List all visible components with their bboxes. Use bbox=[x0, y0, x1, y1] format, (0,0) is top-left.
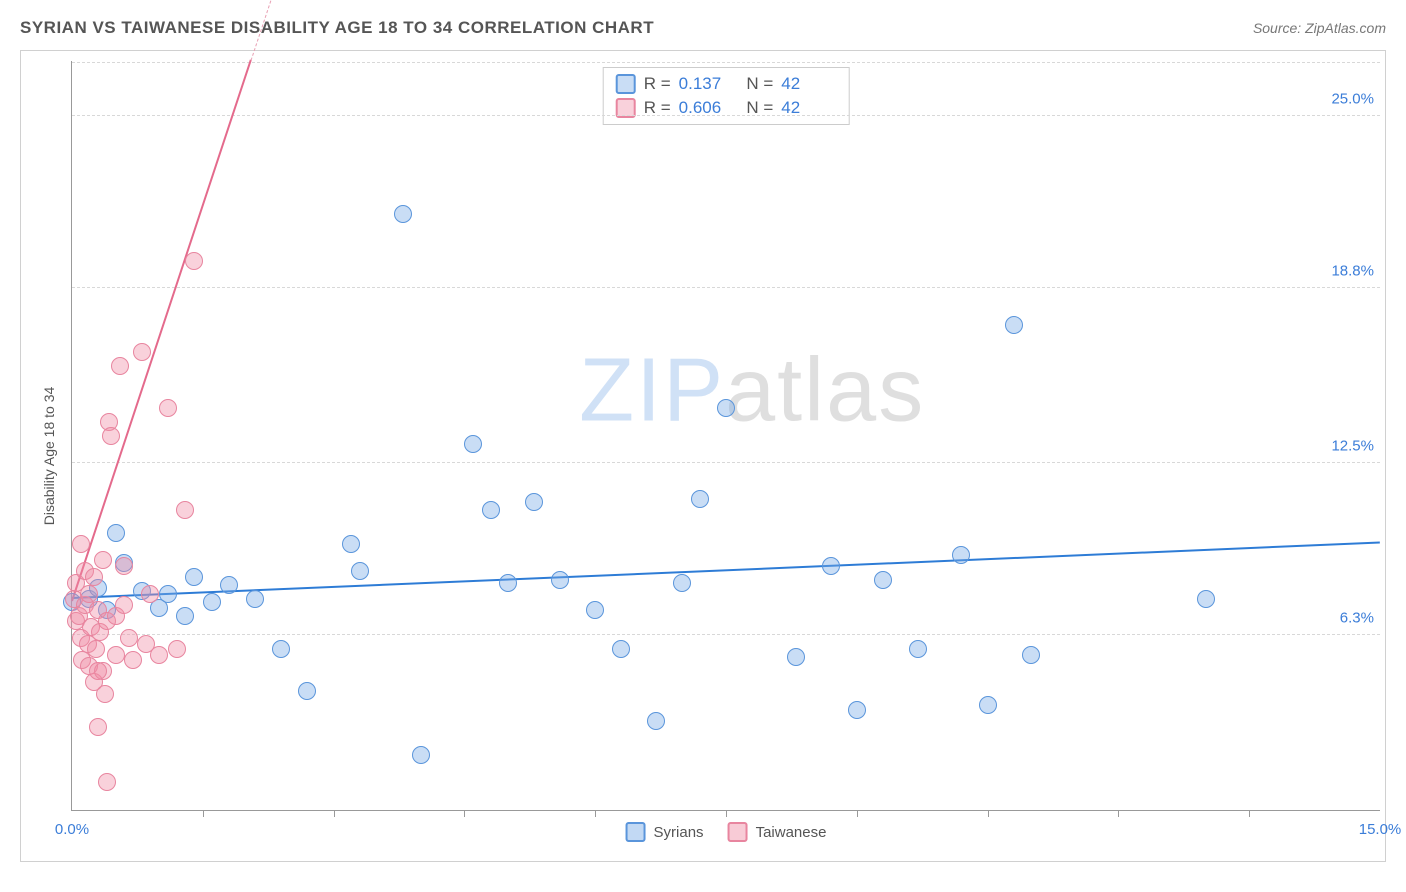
x-tick bbox=[334, 810, 335, 817]
data-point bbox=[102, 427, 120, 445]
data-point bbox=[185, 568, 203, 586]
data-point bbox=[168, 640, 186, 658]
data-point bbox=[848, 701, 866, 719]
chart-container: Disability Age 18 to 34 ZIPatlas R = 0.13… bbox=[20, 50, 1386, 862]
data-point bbox=[979, 696, 997, 714]
trend-line bbox=[72, 542, 1380, 599]
data-point bbox=[85, 568, 103, 586]
data-point bbox=[176, 501, 194, 519]
stats-row: R = 0.137 N = 42 bbox=[616, 72, 837, 96]
x-tick bbox=[1118, 810, 1119, 817]
data-point bbox=[647, 712, 665, 730]
data-point bbox=[87, 640, 105, 658]
series-legend: Syrians Taiwanese bbox=[626, 822, 827, 842]
data-point bbox=[394, 205, 412, 223]
data-point bbox=[246, 590, 264, 608]
series-swatch bbox=[616, 74, 636, 94]
y-axis-label: Disability Age 18 to 34 bbox=[41, 106, 61, 806]
data-point bbox=[159, 399, 177, 417]
legend-item: Taiwanese bbox=[728, 822, 827, 842]
data-point bbox=[159, 585, 177, 603]
gridline bbox=[72, 115, 1380, 116]
x-tick bbox=[203, 810, 204, 817]
data-point bbox=[124, 651, 142, 669]
legend-label: Taiwanese bbox=[756, 824, 827, 841]
data-point bbox=[98, 773, 116, 791]
legend-item: Syrians bbox=[626, 822, 704, 842]
data-point bbox=[412, 746, 430, 764]
data-point bbox=[586, 601, 604, 619]
data-point bbox=[150, 646, 168, 664]
source-attribution: Source: ZipAtlas.com bbox=[1253, 20, 1386, 36]
x-tick bbox=[595, 810, 596, 817]
data-point bbox=[89, 718, 107, 736]
x-tick bbox=[464, 810, 465, 817]
stat-r-label: R = bbox=[644, 74, 671, 94]
data-point bbox=[464, 435, 482, 453]
data-point bbox=[482, 501, 500, 519]
y-tick-label: 25.0% bbox=[1331, 91, 1374, 108]
data-point bbox=[220, 576, 238, 594]
data-point bbox=[717, 399, 735, 417]
data-point bbox=[691, 490, 709, 508]
watermark: ZIPatlas bbox=[579, 339, 925, 442]
data-point bbox=[298, 682, 316, 700]
x-axis-label: 15.0% bbox=[1359, 821, 1402, 838]
legend-label: Syrians bbox=[654, 824, 704, 841]
data-point bbox=[89, 662, 107, 680]
data-point bbox=[499, 574, 517, 592]
data-point bbox=[111, 357, 129, 375]
data-point bbox=[115, 596, 133, 614]
legend-swatch bbox=[626, 822, 646, 842]
data-point bbox=[351, 562, 369, 580]
legend-swatch bbox=[728, 822, 748, 842]
data-point bbox=[115, 557, 133, 575]
gridline bbox=[72, 634, 1380, 635]
data-point bbox=[141, 585, 159, 603]
data-point bbox=[120, 629, 138, 647]
data-point bbox=[176, 607, 194, 625]
data-point bbox=[909, 640, 927, 658]
chart-title: SYRIAN VS TAIWANESE DISABILITY AGE 18 TO… bbox=[20, 18, 654, 38]
x-tick bbox=[726, 810, 727, 817]
gridline bbox=[72, 62, 1380, 63]
data-point bbox=[185, 252, 203, 270]
data-point bbox=[342, 535, 360, 553]
data-point bbox=[72, 535, 90, 553]
stat-n-label: N = bbox=[742, 74, 774, 94]
data-point bbox=[107, 646, 125, 664]
data-point bbox=[952, 546, 970, 564]
x-tick bbox=[988, 810, 989, 817]
data-point bbox=[525, 493, 543, 511]
data-point bbox=[203, 593, 221, 611]
data-point bbox=[1022, 646, 1040, 664]
trend-line bbox=[71, 60, 252, 602]
data-point bbox=[107, 524, 125, 542]
data-point bbox=[822, 557, 840, 575]
data-point bbox=[96, 685, 114, 703]
data-point bbox=[1197, 590, 1215, 608]
data-point bbox=[272, 640, 290, 658]
x-tick bbox=[857, 810, 858, 817]
y-tick-label: 12.5% bbox=[1331, 438, 1374, 455]
y-tick-label: 18.8% bbox=[1331, 263, 1374, 280]
data-point bbox=[874, 571, 892, 589]
stat-r-value: 0.137 bbox=[679, 74, 734, 94]
data-point bbox=[1005, 316, 1023, 334]
x-axis-label: 0.0% bbox=[55, 821, 89, 838]
data-point bbox=[133, 343, 151, 361]
data-point bbox=[787, 648, 805, 666]
data-point bbox=[94, 551, 112, 569]
gridline bbox=[72, 462, 1380, 463]
data-point bbox=[673, 574, 691, 592]
x-tick bbox=[1249, 810, 1250, 817]
y-tick-label: 6.3% bbox=[1340, 610, 1374, 627]
data-point bbox=[551, 571, 569, 589]
data-point bbox=[80, 585, 98, 603]
data-point bbox=[612, 640, 630, 658]
gridline bbox=[72, 287, 1380, 288]
plot-area: ZIPatlas R =0.137 N =42R =0.606 N =42 Sy… bbox=[71, 61, 1380, 811]
stat-n-value: 42 bbox=[781, 74, 836, 94]
